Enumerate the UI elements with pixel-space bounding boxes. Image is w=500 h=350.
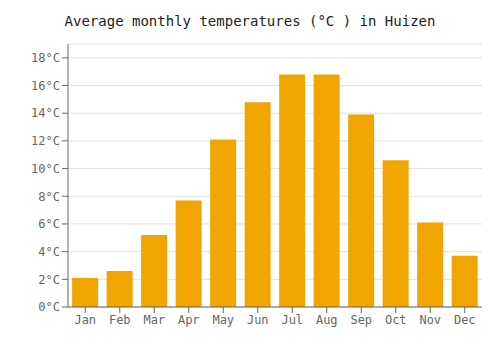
- svg-text:Feb: Feb: [109, 313, 131, 327]
- svg-text:Nov: Nov: [419, 313, 441, 327]
- svg-text:8°C: 8°C: [38, 190, 60, 204]
- svg-text:Jul: Jul: [281, 313, 303, 327]
- svg-text:Mar: Mar: [143, 313, 165, 327]
- svg-text:Apr: Apr: [178, 313, 200, 327]
- svg-text:6°C: 6°C: [38, 217, 60, 231]
- svg-text:Sep: Sep: [350, 313, 372, 327]
- svg-text:Aug: Aug: [316, 313, 338, 327]
- svg-text:4°C: 4°C: [38, 245, 60, 259]
- svg-text:16°C: 16°C: [31, 79, 60, 93]
- svg-text:Jan: Jan: [74, 313, 96, 327]
- svg-text:12°C: 12°C: [31, 134, 60, 148]
- html-text:Average monthly temperatures (: Average monthly temperatures (°C ) in Hu…: [64, 13, 436, 29]
- svg-text:14°C: 14°C: [31, 106, 60, 120]
- svg-text:0°C: 0°C: [38, 300, 60, 314]
- svg-text:Oct: Oct: [385, 313, 407, 327]
- svg-text:Dec: Dec: [454, 313, 476, 327]
- svg-text:2°C: 2°C: [38, 273, 60, 287]
- svg-text:10°C: 10°C: [31, 162, 60, 176]
- svg-text:May: May: [212, 313, 234, 327]
- svg-text:Jun: Jun: [247, 313, 269, 327]
- svg-text:18°C: 18°C: [31, 51, 60, 65]
